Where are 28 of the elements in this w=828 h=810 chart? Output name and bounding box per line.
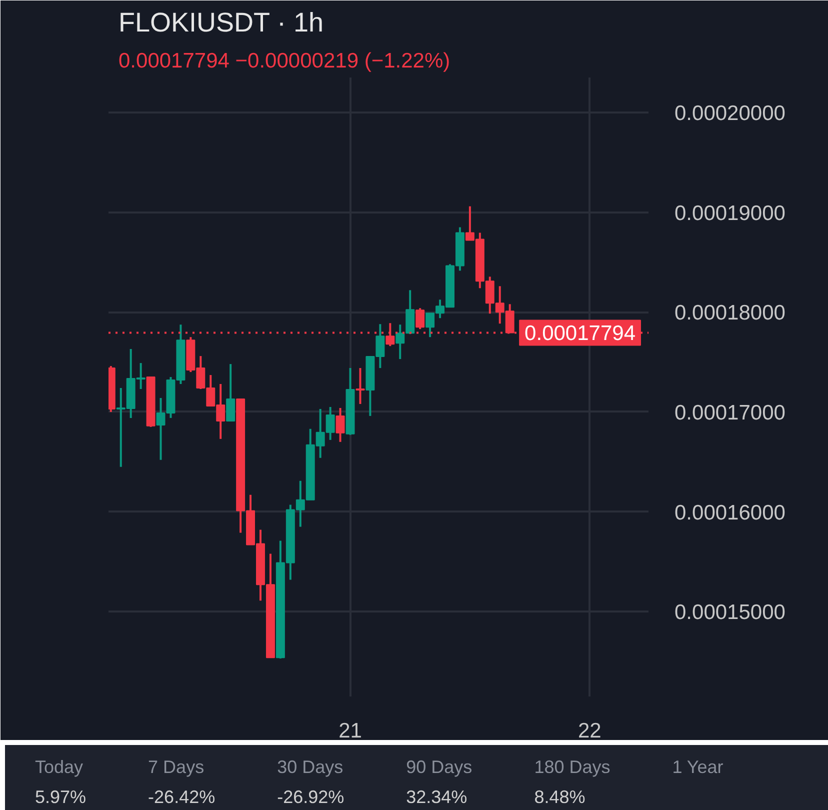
text: 90 Days xyxy=(406,756,472,779)
chart-title: FLOKIUSDT · 1h xyxy=(118,8,324,38)
text: Today xyxy=(35,756,84,779)
text: 5.97% xyxy=(35,786,86,809)
text: -26.92% xyxy=(277,786,344,809)
y-tick-label: 0.00018000 xyxy=(674,302,786,325)
candlestick xyxy=(416,307,425,330)
candlestick xyxy=(336,406,345,443)
candlestick xyxy=(356,367,365,405)
x-tick-label: 21 xyxy=(338,720,362,742)
y-tick-label: 0.00015000 xyxy=(674,601,786,624)
text: 30 Days xyxy=(277,756,344,779)
x-tick-label: 22 xyxy=(578,720,602,742)
y-tick-label: 0.00016000 xyxy=(674,501,786,524)
text: 180 Days xyxy=(534,756,610,779)
y-tick-label: 0.00020000 xyxy=(674,102,786,125)
text: 1 Year xyxy=(672,756,724,779)
candlestick xyxy=(396,324,405,360)
text: 8.48% xyxy=(534,786,586,809)
text: 7 Days xyxy=(148,756,206,779)
y-tick-label: 0.00019000 xyxy=(674,202,786,225)
candlestick xyxy=(226,363,236,422)
text: 32.34% xyxy=(406,786,468,809)
candlestick xyxy=(406,289,415,336)
chart-subtitle: 0.00017794 −0.00000219 (−1.22%) xyxy=(118,50,450,72)
ref-line-label: 0.00017794 xyxy=(524,322,636,346)
text: -26.42% xyxy=(148,786,216,809)
y-tick-label: 0.00017000 xyxy=(674,401,786,424)
